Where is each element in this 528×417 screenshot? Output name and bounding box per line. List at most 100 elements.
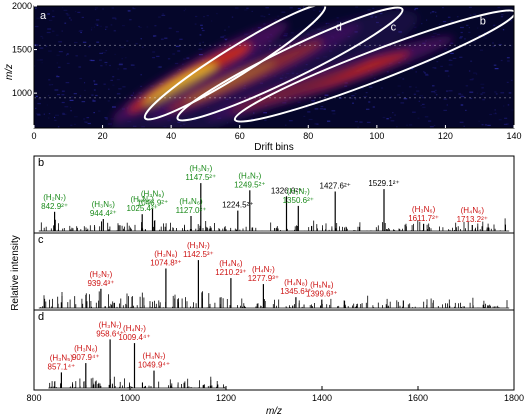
noise-speck (510, 79, 513, 81)
noise-speck (373, 77, 376, 79)
noise-speck (312, 9, 316, 11)
noise-speck (349, 97, 353, 99)
noise-speck (500, 16, 504, 18)
noise-speck (66, 53, 69, 55)
noise-speck (430, 12, 432, 14)
noise-speck (442, 7, 444, 9)
noise-speck (468, 27, 470, 29)
peak-mz-label: 958.6⁴⁺ (96, 329, 124, 338)
noise-speck (177, 50, 181, 52)
noise-speck (99, 59, 102, 61)
annotations-d: (H₃N₅)857.1⁴⁺(H₃N₆)907.9⁴⁺(H₃N₇)958.6⁴⁺(… (48, 320, 171, 371)
peak-mz-label: 1127.0²⁺ (176, 206, 207, 215)
noise-speck (355, 6, 359, 8)
peak-species-label: (H₅N₈) (310, 281, 334, 290)
noise-speck (432, 67, 437, 69)
noise-speck (338, 97, 342, 99)
noise-speck (132, 8, 136, 10)
noise-speck (425, 74, 429, 76)
peak-species-label: (H₃N₆) (154, 250, 178, 259)
noise-speck (202, 29, 205, 32)
noise-speck (368, 86, 373, 88)
annotations-c: (H₂N₇)939.4³⁺ (H₃N₆)1074.8³⁺ (H₃N₇)1142.5³… (87, 241, 337, 299)
noise-speck (54, 116, 56, 119)
noise-speck (62, 113, 67, 115)
noise-speck (56, 75, 59, 77)
noise-speck (114, 53, 116, 55)
spectrum-b (38, 183, 510, 232)
panel-c-label: c (38, 234, 44, 246)
noise-speck (501, 14, 504, 16)
noise-speck (84, 89, 86, 91)
noise-speck (105, 64, 107, 66)
noise-speck (284, 33, 288, 35)
noise-speck (79, 95, 82, 97)
noise-speck (91, 94, 94, 96)
noise-speck (314, 123, 319, 125)
panel-a-xtick-label: 40 (166, 131, 176, 141)
noise-speck (283, 35, 288, 37)
noise-speck (459, 121, 464, 123)
panel-b-label: b (38, 157, 44, 169)
noise-speck (363, 95, 368, 98)
spectra-xtick-label: 1400 (312, 393, 332, 403)
noise-speck (487, 33, 490, 35)
panel-a-frame (33, 5, 515, 129)
noise-speck (129, 19, 132, 21)
noise-speck (99, 25, 102, 27)
noise-speck (473, 72, 477, 74)
noise-speck (323, 108, 326, 110)
noise-speck (109, 64, 111, 67)
noise-speck (449, 58, 451, 60)
noise-speck (135, 43, 138, 45)
noise-speck (231, 16, 234, 18)
noise-speck (104, 117, 108, 119)
noise-speck (406, 124, 408, 126)
noise-speck (413, 93, 416, 95)
noise-speck (288, 120, 293, 122)
noise-speck (361, 87, 364, 89)
noise-speck (305, 107, 308, 109)
noise-speck (36, 17, 41, 19)
noise-speck (234, 7, 239, 9)
noise-speck (102, 8, 104, 10)
noise-speck (465, 109, 467, 111)
noise-speck (502, 29, 505, 31)
panel-d-label: d (38, 311, 44, 323)
noise-speck (85, 121, 88, 123)
noise-speck (84, 82, 86, 84)
noise-speck (418, 100, 420, 102)
panel-a-xticks: 0 20 40 60 80 100 120 140 (31, 125, 522, 141)
panel-a-label: a (40, 10, 47, 22)
peak-species-label: (H₃N₇) (99, 320, 122, 329)
noise-speck (260, 15, 264, 17)
noise-speck (103, 83, 106, 85)
noise-speck (414, 7, 419, 10)
noise-speck (162, 13, 164, 15)
noise-speck (434, 89, 437, 91)
noise-speck (239, 122, 241, 124)
panel-a-xtick-label: 140 (506, 131, 521, 141)
noise-speck (497, 6, 501, 9)
noise-speck (320, 105, 324, 108)
noise-speck (354, 121, 358, 123)
noise-speck (138, 26, 142, 28)
noise-speck (336, 17, 339, 19)
noise-speck (140, 85, 143, 87)
noise-speck (470, 37, 473, 39)
noise-speck (436, 61, 439, 63)
noise-speck (432, 85, 435, 87)
noise-speck (366, 108, 370, 110)
noise-speck (443, 109, 447, 111)
peak-species-label: (H₄N₇) (123, 324, 146, 333)
noise-speck (268, 13, 271, 15)
noise-speck (93, 112, 95, 114)
noise-speck (90, 59, 95, 62)
noise-speck (479, 49, 483, 51)
panel-a-xtick-label: 80 (303, 131, 313, 141)
noise-speck (111, 7, 114, 9)
noise-speck (224, 29, 226, 31)
noise-speck (503, 105, 505, 107)
annotations-b: (H₂N₇)842.9²⁺ (H₃N₅)944.4²⁺ (H₄N₅)1025.4²⁺… (41, 164, 488, 224)
peak-species-label: (H₄N₆) (461, 206, 485, 215)
